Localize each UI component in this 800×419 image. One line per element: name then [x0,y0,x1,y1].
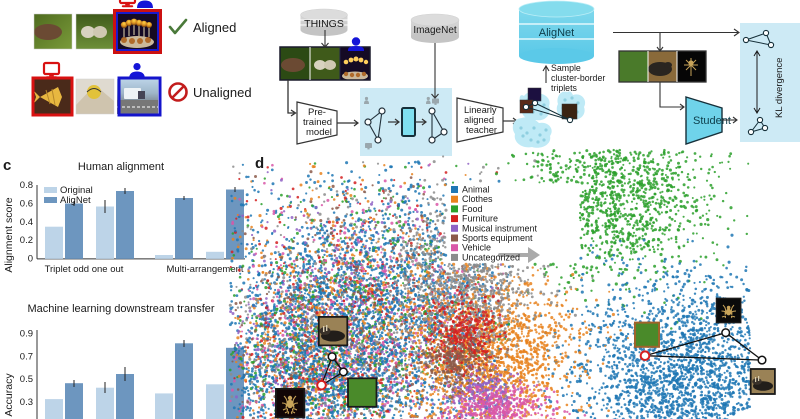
svg-text:0: 0 [28,254,33,265]
svg-text:Accuracy: Accuracy [3,373,15,417]
svg-text:0.5: 0.5 [20,374,33,385]
svg-text:0.9: 0.9 [20,329,33,340]
svg-text:THINGS: THINGS [304,18,344,30]
svg-text:0.3: 0.3 [20,397,33,408]
svg-text:0.8: 0.8 [20,180,33,191]
svg-text:Human alignment: Human alignment [78,161,164,173]
svg-text:AligNet: AligNet [539,27,574,39]
svg-text:cluster-border: cluster-border [551,73,605,83]
svg-text:Linearly: Linearly [464,105,497,115]
svg-text:c: c [3,157,11,174]
svg-text:0.4: 0.4 [20,217,33,228]
svg-text:Triplet odd one out: Triplet odd one out [45,264,124,275]
svg-text:d: d [255,155,264,172]
svg-text:0.2: 0.2 [20,235,33,246]
svg-text:aligned: aligned [464,115,494,125]
svg-text:Aligned: Aligned [193,20,236,35]
svg-text:0.7: 0.7 [20,351,33,362]
svg-text:Student: Student [693,115,731,127]
svg-text:AligNet: AligNet [60,195,91,206]
svg-text:triplets: triplets [551,83,578,93]
svg-text:teacher: teacher [466,125,497,135]
svg-text:KL divergence: KL divergence [774,58,785,118]
svg-text:ImageNet: ImageNet [413,25,457,36]
svg-text:model: model [306,127,332,138]
svg-text:Machine learning downstream tr: Machine learning downstream transfer [27,303,214,315]
svg-text:Sample: Sample [551,63,581,73]
svg-text:0.6: 0.6 [20,198,33,209]
svg-text:Unaligned: Unaligned [193,85,252,100]
svg-text:Alignment score: Alignment score [3,197,15,272]
